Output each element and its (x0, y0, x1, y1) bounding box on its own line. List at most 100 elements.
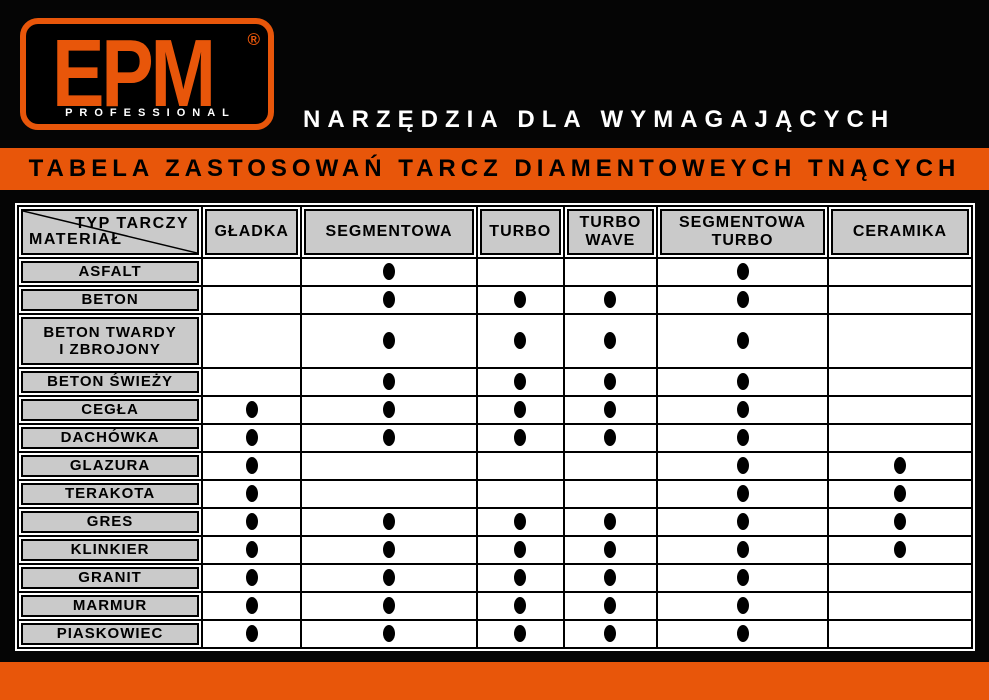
dot-icon (383, 625, 396, 643)
mark-cell (201, 591, 303, 621)
material-cell: DACHÓWKA (16, 423, 204, 453)
table-row: CEGŁA (16, 395, 974, 425)
empty-cell (562, 257, 659, 287)
dot-icon (514, 291, 527, 309)
mark-cell (656, 563, 829, 593)
mark-cell (656, 313, 829, 369)
material-label: PIASKOWIEC (21, 623, 200, 645)
dot-icon (736, 373, 749, 391)
dot-icon (383, 332, 396, 350)
mark-cell (562, 395, 659, 425)
dot-icon (736, 263, 749, 281)
dot-icon (604, 401, 617, 419)
table-row: KLINKIER (16, 535, 974, 565)
dot-icon (245, 513, 258, 531)
empty-cell (201, 367, 303, 397)
registered-trademark-icon: ® (247, 30, 260, 49)
column-header-label: GŁADKA (205, 209, 299, 255)
material-cell: BETON TWARDY I ZBROJONY (16, 313, 204, 369)
dot-icon (383, 291, 396, 309)
dot-icon (893, 457, 906, 475)
mark-cell (562, 423, 659, 453)
empty-cell (201, 285, 303, 315)
mark-cell (475, 507, 565, 537)
dot-icon (383, 373, 396, 391)
material-label: CEGŁA (21, 399, 200, 421)
mark-cell (562, 563, 659, 593)
corner-cell: TYP TARCZY MATERIAŁ (16, 205, 204, 259)
dot-icon (245, 625, 258, 643)
dot-icon (893, 541, 906, 559)
dot-icon (604, 373, 617, 391)
table-row: MARMUR (16, 591, 974, 621)
dot-icon (245, 541, 258, 559)
material-cell: GRANIT (16, 563, 204, 593)
column-header-1: GŁADKA (201, 205, 303, 259)
dot-icon (514, 332, 527, 350)
mark-cell (300, 619, 478, 649)
empty-cell (201, 313, 303, 369)
mark-cell (475, 535, 565, 565)
mark-cell (656, 367, 829, 397)
mark-cell (562, 313, 659, 369)
material-cell: PIASKOWIEC (16, 619, 204, 649)
application-table: TYP TARCZY MATERIAŁ GŁADKA SEGMENTOWA TURB… (15, 203, 975, 651)
mark-cell (300, 395, 478, 425)
dot-icon (245, 569, 258, 587)
material-label: TERAKOTA (21, 483, 200, 505)
empty-cell (475, 479, 565, 509)
table-row: PIASKOWIEC (16, 619, 974, 649)
dot-icon (893, 513, 906, 531)
empty-cell (826, 313, 974, 369)
dot-icon (514, 625, 527, 643)
mark-cell (656, 479, 829, 509)
material-label: MARMUR (21, 595, 200, 617)
dot-icon (736, 569, 749, 587)
mark-cell (656, 619, 829, 649)
empty-cell (826, 619, 974, 649)
mark-cell (475, 423, 565, 453)
dot-icon (514, 513, 527, 531)
mark-cell (562, 367, 659, 397)
table-row: BETON TWARDY I ZBROJONY (16, 313, 974, 369)
mark-cell (562, 591, 659, 621)
logo-subtext: PROFESSIONAL (65, 107, 236, 119)
mark-cell (656, 507, 829, 537)
dot-icon (604, 291, 617, 309)
material-cell: BETON ŚWIEŻY (16, 367, 204, 397)
mark-cell (475, 591, 565, 621)
dot-icon (604, 541, 617, 559)
banner-title: TABELA ZASTOSOWAŃ TARCZ DIAMENTOWEYCH TN… (28, 155, 961, 182)
dot-icon (604, 429, 617, 447)
dot-icon (514, 429, 527, 447)
column-header-label: TURBO WAVE (566, 209, 655, 255)
applications-grid: TYP TARCZY MATERIAŁ GŁADKA SEGMENTOWA TURB… (16, 205, 974, 649)
material-cell: BETON (16, 285, 204, 315)
header-row: TYP TARCZY MATERIAŁ GŁADKA SEGMENTOWA TURB… (16, 205, 974, 259)
mark-cell (201, 395, 303, 425)
mark-cell (656, 395, 829, 425)
dot-icon (245, 597, 258, 615)
table-row: GRES (16, 507, 974, 537)
empty-cell (826, 285, 974, 315)
mark-cell (201, 619, 303, 649)
material-label: BETON (21, 289, 200, 311)
mark-cell (656, 423, 829, 453)
dot-icon (514, 541, 527, 559)
mark-cell (300, 563, 478, 593)
material-label: BETON TWARDY I ZBROJONY (21, 317, 200, 365)
mark-cell (300, 367, 478, 397)
dot-icon (514, 597, 527, 615)
epm-logo: EPM ® PROFESSIONAL (20, 18, 274, 130)
dot-icon (383, 429, 396, 447)
diagonal-divider (23, 211, 197, 253)
mark-cell (300, 535, 478, 565)
empty-cell (826, 423, 974, 453)
dot-icon (245, 429, 258, 447)
tagline: NARZĘDZIA DLA WYMAGAJĄCYCH (303, 106, 896, 133)
dot-icon (383, 597, 396, 615)
mark-cell (300, 423, 478, 453)
dot-icon (514, 569, 527, 587)
material-cell: TERAKOTA (16, 479, 204, 509)
